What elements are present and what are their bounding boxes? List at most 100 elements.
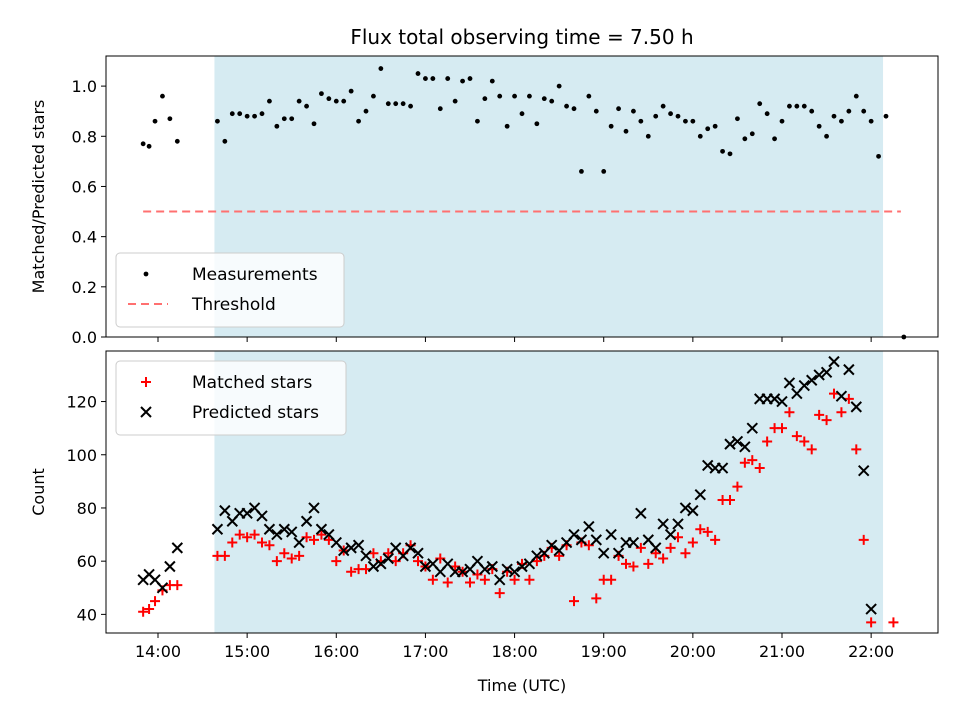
data-point: [814, 409, 825, 420]
data-point: [590, 534, 602, 546]
data-point: [475, 118, 480, 124]
data-point: [404, 542, 417, 554]
data-point: [331, 556, 342, 567]
data-point: [256, 510, 268, 522]
data-point: [749, 131, 755, 137]
chart-title: Flux total observing time = 7.50 h: [350, 25, 693, 49]
data-point: [865, 603, 877, 615]
data-point: [467, 76, 473, 81]
data-point: [816, 123, 822, 129]
data-point: [638, 118, 644, 124]
plot-frame: [105, 350, 939, 634]
y-tick-label: 60: [77, 552, 97, 571]
data-point: [794, 103, 800, 109]
y-tick-label: 0.2: [72, 278, 97, 297]
data-point: [519, 111, 525, 117]
data-point: [831, 113, 837, 119]
data-point: [352, 539, 365, 551]
panel-top-ratio: 0.0 0.2 0.4 0.6 0.8 1.0 Flux total observing t…: [29, 25, 939, 347]
data-point: [164, 560, 176, 573]
legend-label: Threshold: [191, 295, 276, 315]
data-point: [508, 566, 521, 578]
data-point: [653, 113, 659, 119]
data-point: [160, 93, 165, 99]
data-point: [375, 558, 387, 570]
data-point: [531, 556, 542, 567]
data-point: [348, 88, 354, 94]
x-tick-label: 18:00: [492, 642, 538, 661]
data-point: [144, 604, 155, 615]
data-point: [278, 523, 290, 535]
data-point: [868, 118, 874, 124]
data-point: [828, 355, 840, 368]
legend-swatch-dot: [143, 271, 149, 277]
data-point: [501, 563, 513, 575]
data-point: [244, 113, 250, 119]
data-point: [705, 126, 711, 132]
data-point: [524, 574, 535, 585]
data-point: [876, 153, 881, 159]
data-point: [296, 98, 302, 104]
legend: Matched stars Predicted stars: [115, 360, 347, 436]
data-point: [549, 98, 555, 104]
data-point: [799, 436, 810, 447]
data-point: [861, 108, 867, 114]
legend-swatch-plus: [141, 377, 151, 387]
data-point: [724, 438, 736, 450]
data-point: [257, 537, 267, 548]
data-point: [237, 111, 243, 117]
data-point: [679, 502, 692, 514]
data-point: [762, 436, 773, 447]
legend-label: Matched stars: [192, 373, 312, 393]
data-point: [568, 528, 580, 541]
data-point: [304, 103, 309, 109]
data-point: [341, 98, 347, 104]
data-point: [612, 547, 625, 559]
data-point: [839, 118, 844, 124]
data-point: [695, 524, 706, 535]
data-point: [843, 393, 854, 404]
data-point: [497, 93, 503, 99]
data-point: [271, 556, 282, 567]
x-axis-label: Time (UTC): [477, 676, 566, 695]
data-point: [393, 101, 399, 107]
data-point: [754, 463, 765, 474]
data-point: [702, 459, 714, 472]
y-axis-label: Matched/Predicted stars: [29, 100, 48, 294]
data-point: [152, 118, 158, 124]
data-point: [516, 560, 528, 573]
data-point: [494, 574, 506, 586]
legend-swatch-x: [140, 406, 152, 418]
data-point: [482, 96, 488, 102]
data-point: [427, 574, 438, 585]
data-point: [801, 103, 807, 109]
data-point: [479, 563, 491, 575]
data-point: [888, 617, 899, 628]
data-point: [665, 542, 676, 553]
data-point: [809, 108, 815, 114]
data-point: [725, 494, 735, 505]
y-tick-label: 40: [77, 605, 97, 624]
data-point: [742, 136, 748, 142]
data-point: [673, 532, 683, 543]
data-point: [658, 553, 669, 564]
data-point: [712, 123, 718, 129]
data-point: [628, 561, 639, 572]
data-point: [286, 526, 298, 538]
data-point: [851, 444, 862, 455]
data-point: [378, 66, 384, 71]
data-point: [371, 93, 376, 99]
data-point: [643, 558, 654, 569]
y-tick-label: 0.0: [72, 328, 97, 347]
data-point: [680, 548, 691, 559]
data-point: [883, 113, 889, 119]
data-point: [430, 76, 436, 81]
legend-label: Predicted stars: [192, 403, 319, 423]
data-point: [813, 369, 825, 381]
data-point: [821, 415, 832, 426]
data-point: [489, 78, 495, 84]
data-point: [806, 374, 818, 386]
data-point: [824, 133, 829, 139]
panel-bottom-counts: 40 60 80 100 120 14:00 15:00 16:00 17:00 18:00 19:…: [29, 350, 939, 695]
y-tick-label: 120: [66, 393, 97, 412]
